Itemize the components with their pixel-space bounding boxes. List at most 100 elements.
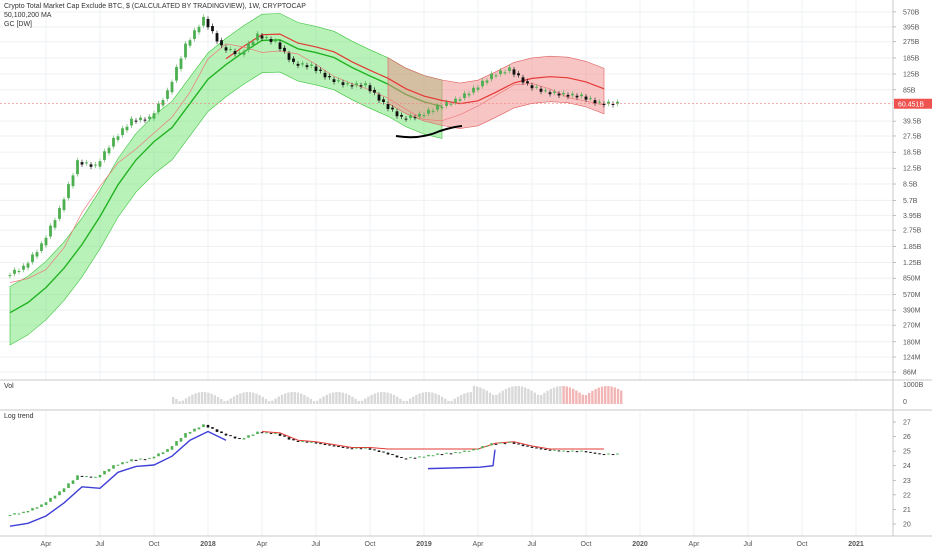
green-ma-band <box>9 13 443 346</box>
volume-bar <box>357 400 360 404</box>
log-candle-body <box>611 454 615 456</box>
candle-body <box>544 90 547 92</box>
candle-body <box>373 89 376 93</box>
volume-bar <box>476 386 479 404</box>
volume-bar <box>239 393 242 404</box>
log-candle-body <box>179 438 183 442</box>
volume-bar <box>456 396 460 404</box>
y-tick-label: 85B <box>903 87 916 94</box>
candle-body <box>287 53 291 60</box>
candle-body <box>265 37 268 39</box>
candle-body <box>242 51 246 55</box>
candle-body <box>589 98 592 100</box>
volume-bar <box>191 394 194 404</box>
volume-bar <box>274 398 277 404</box>
candle-body <box>40 243 43 251</box>
volume-bar <box>485 390 488 404</box>
candle-body <box>341 82 345 85</box>
candle-body <box>269 39 273 42</box>
candle-body <box>247 43 250 50</box>
volume-bar <box>562 386 565 404</box>
volume-bar <box>335 392 338 404</box>
x-tick-label: 2018 <box>200 541 216 548</box>
log-trend-pane-label: Log trend <box>4 413 34 420</box>
log-candle-body <box>49 497 52 502</box>
candle-body <box>449 103 453 105</box>
candle-body <box>22 265 25 270</box>
log-candle-body <box>584 451 588 453</box>
log-candle-body <box>152 456 156 459</box>
candle-body <box>26 263 30 268</box>
x-tick-label: Oct <box>797 541 808 548</box>
log-candle-body <box>89 476 93 478</box>
volume-bar <box>344 393 348 404</box>
volume-bar <box>287 392 290 404</box>
log-candle-body <box>490 443 493 446</box>
volume-bar <box>245 392 248 404</box>
log-candle-body <box>301 441 304 443</box>
log-candle-body <box>22 511 25 514</box>
volume-bar <box>322 396 325 404</box>
volume-bar <box>527 388 530 404</box>
x-tick-label: Apr <box>689 541 701 548</box>
log-candle-body <box>485 445 489 447</box>
candle-body <box>8 275 12 277</box>
candle-body <box>566 94 570 97</box>
candle-body <box>125 126 129 131</box>
log-candle-body <box>481 446 484 449</box>
candle-body <box>481 80 484 87</box>
candle-body <box>548 92 552 95</box>
volume-bar <box>520 386 524 404</box>
candle-body <box>76 160 79 175</box>
candle-body <box>422 115 426 117</box>
x-tick-label: Apr <box>473 541 485 548</box>
candle-body <box>584 96 588 100</box>
volume-bar <box>511 386 514 404</box>
volume-bar <box>210 393 213 404</box>
log-candle-body <box>283 435 286 437</box>
y-tick-label: 1.85B <box>903 244 922 251</box>
volume-bar <box>466 392 469 404</box>
volume-bar <box>258 395 261 404</box>
volume-bar <box>450 400 453 404</box>
log-candle-body <box>359 448 363 450</box>
volume-bar <box>354 398 357 404</box>
y-tick-label: 275B <box>903 39 920 46</box>
ma-legend: 50,100,200 MA <box>4 12 52 19</box>
volume-bar <box>306 396 309 404</box>
last-value-label: 60.451B <box>898 102 924 109</box>
volume-bar <box>332 392 335 404</box>
candle-body <box>359 85 363 87</box>
log-candle-body <box>382 451 385 453</box>
candle-body <box>454 98 457 103</box>
candle-body <box>535 86 538 88</box>
log-candle-body <box>337 446 340 448</box>
volume-bar <box>597 387 600 404</box>
volume-bar <box>277 396 280 404</box>
log-candle-body <box>566 451 570 453</box>
last-value-badge <box>894 98 932 109</box>
log-candle-body <box>368 448 372 450</box>
candle-body <box>260 35 264 39</box>
volume-bar <box>517 386 520 404</box>
y-tick-label: 390M <box>903 308 921 315</box>
candle-body <box>494 75 498 77</box>
log-candle-body <box>575 451 579 453</box>
log-candle-body <box>229 435 232 437</box>
candle-body <box>206 18 210 28</box>
volume-bar <box>319 398 322 404</box>
log-candle-body <box>193 428 196 432</box>
candle-body <box>193 30 196 39</box>
short-ma-line <box>9 43 605 283</box>
volume-bar <box>172 396 175 404</box>
log-candle-body <box>67 483 70 488</box>
x-tick-label: Oct <box>365 541 376 548</box>
volume-bar <box>360 400 364 404</box>
log-candle-body <box>508 441 511 443</box>
volume-bar <box>300 393 303 404</box>
log-candle-body <box>98 474 102 478</box>
log-candle-body <box>161 452 165 455</box>
log-candle-body <box>557 450 561 452</box>
candle-body <box>224 47 228 51</box>
log-candle-body <box>427 454 430 457</box>
